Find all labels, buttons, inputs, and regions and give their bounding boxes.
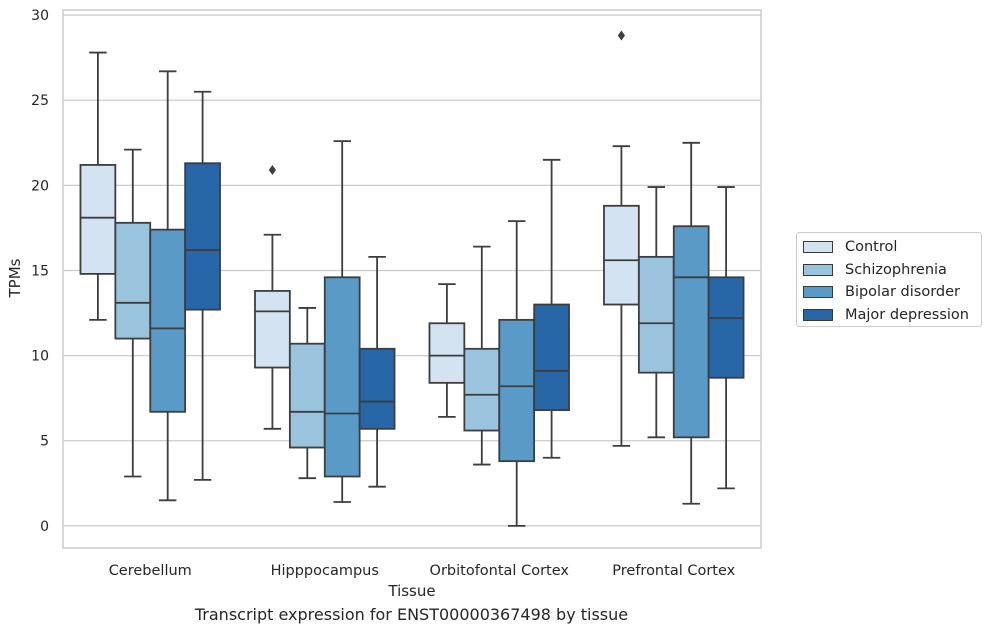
legend-label: Bipolar disorder xyxy=(845,284,960,300)
y-tick-labels: 0 5 10 15 20 25 30 xyxy=(31,8,49,535)
box xyxy=(498,318,536,463)
box xyxy=(428,322,466,384)
y-tick-label: 25 xyxy=(31,93,49,109)
box xyxy=(637,255,675,374)
legend-swatch xyxy=(803,286,833,298)
box xyxy=(323,276,361,478)
x-tick-label: Hipppocampus xyxy=(271,563,379,579)
x-tick-label: Prefrontal Cortex xyxy=(612,563,735,579)
box xyxy=(114,221,152,340)
box xyxy=(358,347,396,430)
chart-caption: Transcript expression for ENST0000036749… xyxy=(194,605,629,624)
box xyxy=(288,342,326,449)
box xyxy=(707,276,745,379)
box xyxy=(149,228,187,413)
box xyxy=(254,290,291,369)
legend-swatch xyxy=(803,308,833,321)
legend-item: Schizophrenia xyxy=(803,260,947,280)
y-axis-label: TPMs xyxy=(6,258,24,298)
legend-item: Control xyxy=(803,237,897,257)
x-tick-label: Orbitofontal Cortex xyxy=(430,563,570,579)
box xyxy=(463,347,501,432)
box xyxy=(533,303,570,411)
outlier-marker xyxy=(617,30,625,41)
outlier-marker xyxy=(268,165,276,176)
legend-label: Major depression xyxy=(845,306,969,323)
plot-frame xyxy=(62,9,762,549)
y-tick-label: 5 xyxy=(40,434,49,450)
box xyxy=(603,204,640,306)
legend-label: Schizophrenia xyxy=(845,261,947,278)
box xyxy=(184,162,221,311)
legend-item: Major depression xyxy=(803,305,969,325)
legend-swatch xyxy=(803,263,833,276)
legend-item: Bipolar disorder xyxy=(803,282,960,302)
box xyxy=(79,164,117,275)
x-tick-label: Cerebellum xyxy=(109,563,192,579)
y-tick-label: 15 xyxy=(31,263,49,279)
y-tick-label: 0 xyxy=(40,519,49,535)
legend-swatch xyxy=(803,241,833,253)
x-tick-labels: Cerebellum Hipppocampus Orbitofontal Corte… xyxy=(109,563,736,579)
legend: Control Schizophrenia Bipolar disorder Majo… xyxy=(796,232,982,327)
y-tick-label: 30 xyxy=(31,8,49,24)
box-plot-marks xyxy=(79,30,745,527)
y-tick-label: 10 xyxy=(31,349,49,365)
y-tick-label: 20 xyxy=(31,178,49,194)
x-axis-label: Tissue xyxy=(387,582,435,600)
box xyxy=(672,225,710,439)
legend-label: Control xyxy=(845,239,898,255)
